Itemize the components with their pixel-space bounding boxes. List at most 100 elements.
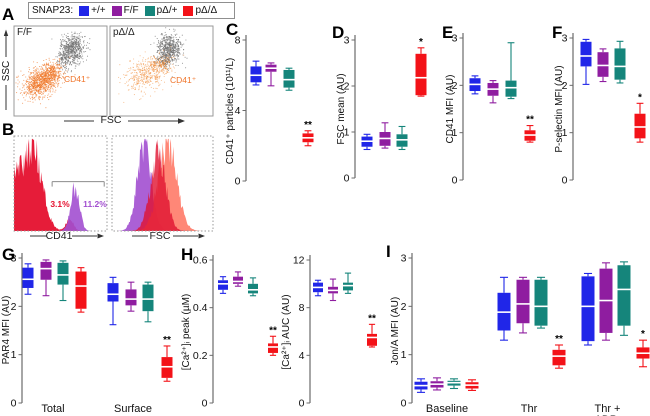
panel-C-chart: 0 4 8 ** <box>235 35 314 188</box>
y-tick-label: 4 <box>235 105 241 117</box>
group-label-thr-adp: Thr + ADP <box>594 403 621 416</box>
legend-title: SNAP23: <box>32 5 74 16</box>
legend-item-label: F/F <box>123 5 139 16</box>
legend-item-label: pΔ/Δ <box>195 5 218 16</box>
legend-item: pΔ/Δ <box>183 5 217 16</box>
box-G-Surface-pΔ/+ <box>142 284 154 312</box>
box-G-Total-F/F <box>40 261 52 280</box>
flow-hist-border <box>13 135 108 232</box>
box-F-g0-pΔ/+ <box>614 48 626 80</box>
panel-G-chart: 0 1 2 3 ** <box>11 253 173 410</box>
legend-item: F/F <box>111 5 139 16</box>
axis-label-fsc-a: FSC <box>100 114 122 126</box>
significance-mark: ** <box>526 115 534 126</box>
legend-swatch-red <box>183 5 194 16</box>
significance-mark: ** <box>555 334 563 345</box>
ylabel-D: FSC mean (AU) <box>336 73 347 145</box>
box-F-g0-F/F <box>597 52 609 77</box>
box-D-g0-pΔ/Δ <box>415 53 427 96</box>
box-H2-g0-pΔ/Δ <box>367 333 377 346</box>
flow-hist-border <box>111 135 214 232</box>
flow-scatter-1 <box>118 26 188 103</box>
legend-item: +/+ <box>79 5 106 16</box>
box-H1-g0-pΔ/+ <box>248 283 258 294</box>
group-label-baseline: Baseline <box>425 403 469 415</box>
legend-swatch-blue <box>79 5 90 16</box>
y-tick-label: 0.6 <box>193 255 208 267</box>
gate-label-cd41-left: CD41⁺ <box>64 74 91 84</box>
flow-histogram-1 <box>112 138 213 231</box>
significance-mark: ** <box>269 325 277 336</box>
y-tick-label: 1 <box>562 127 568 139</box>
flow-plot-title-pdd: pΔ/Δ <box>113 27 135 38</box>
box-I-Thr + ADP-pΔ/+ <box>617 265 631 326</box>
box-C-g0-+/+ <box>250 66 262 83</box>
box-G-Total-pΔ/+ <box>57 262 69 285</box>
y-tick-label: 1 <box>401 349 407 361</box>
flow-plot-border <box>109 25 214 117</box>
y-tick-label: 0 <box>299 398 305 410</box>
y-tick-label: 0 <box>562 175 568 187</box>
y-tick-label: 0 <box>11 398 17 410</box>
flow-histogram-0 <box>14 138 107 231</box>
panel-letter-I: I <box>386 242 391 261</box>
y-tick-label: 0 <box>401 398 407 410</box>
y-tick-label: 8 <box>299 302 305 314</box>
significance-mark: ** <box>304 120 312 131</box>
significance-mark: * <box>419 37 423 48</box>
group-label-total: Total <box>41 403 65 415</box>
significance-mark: * <box>641 329 645 340</box>
y-tick-label: 0 <box>202 398 208 410</box>
box-I-Thr-F/F <box>516 279 530 324</box>
y-tick-label: 0.4 <box>193 302 208 314</box>
legend-swatch-teal <box>144 5 155 16</box>
histogram-pΔ/Δ <box>112 138 213 231</box>
panel-H2-chart: 0 4 8 12 ** <box>293 255 377 410</box>
y-tick-label: 3 <box>452 33 458 45</box>
box-G-Surface-+/+ <box>107 283 119 302</box>
flow-scatter-0 <box>14 26 91 109</box>
group-label-surface: Surface <box>114 403 152 415</box>
panel-H1-chart: 0 0.2 0.4 0.6 ** <box>193 255 278 410</box>
box-H1-g0-F/F <box>233 276 243 284</box>
y-tick-label: 0 <box>235 176 241 188</box>
y-tick-label: 2 <box>344 81 350 93</box>
box-I-Thr + ADP-+/+ <box>581 276 595 342</box>
y-tick-label: 0 <box>344 173 350 185</box>
legend-item-label: pΔ/+ <box>156 5 178 16</box>
axis-label-fsc-b: FSC <box>149 230 171 242</box>
gate-label-cd41-right: CD41⁺ <box>170 75 197 85</box>
box-G-Surface-F/F <box>125 289 137 306</box>
axis-arrowhead <box>97 233 104 239</box>
y-tick-label: 2 <box>562 80 568 92</box>
axis-label-ssc: SSC <box>1 60 12 82</box>
histogram-gate-bracket <box>51 181 105 187</box>
ylabel-E: CD41 MFI (AU) <box>445 74 456 144</box>
y-tick-label: 3 <box>401 253 407 265</box>
y-tick-label: 4 <box>299 350 305 362</box>
axis-label-cd41-b: CD41 <box>45 230 73 242</box>
panel-E-chart: 0 1 2 3 ** <box>452 33 536 187</box>
y-tick-label: 0.2 <box>193 350 208 362</box>
box-G-Total-+/+ <box>22 267 34 288</box>
panel-letter-G: G <box>2 245 16 264</box>
panel-letter-D: D <box>332 23 345 42</box>
ylabel-C: CD41⁺ particles (10¹¹/L) <box>225 57 236 165</box>
axis-arrowhead <box>178 118 185 124</box>
y-tick-label: 2 <box>452 80 458 92</box>
y-tick-label: 2 <box>11 301 17 313</box>
y-tick-label: 0 <box>452 175 458 187</box>
axis-arrowhead <box>3 29 9 36</box>
y-tick-label: 3 <box>11 253 17 265</box>
legend-item-label: +/+ <box>91 5 106 16</box>
legend-item: pΔ/+ <box>144 5 178 16</box>
box-C-g0-pΔ/+ <box>283 69 295 88</box>
significance-mark: ** <box>163 335 171 346</box>
box-I-Thr-pΔ/Δ <box>552 349 566 366</box>
panel-F-chart: 0 1 2 3 * <box>562 33 646 187</box>
y-tick-label: 1 <box>344 127 350 139</box>
group-label-thr: Thr <box>520 403 538 415</box>
box-F-g0-+/+ <box>580 41 592 67</box>
panel-letter-B: B <box>2 120 15 139</box>
